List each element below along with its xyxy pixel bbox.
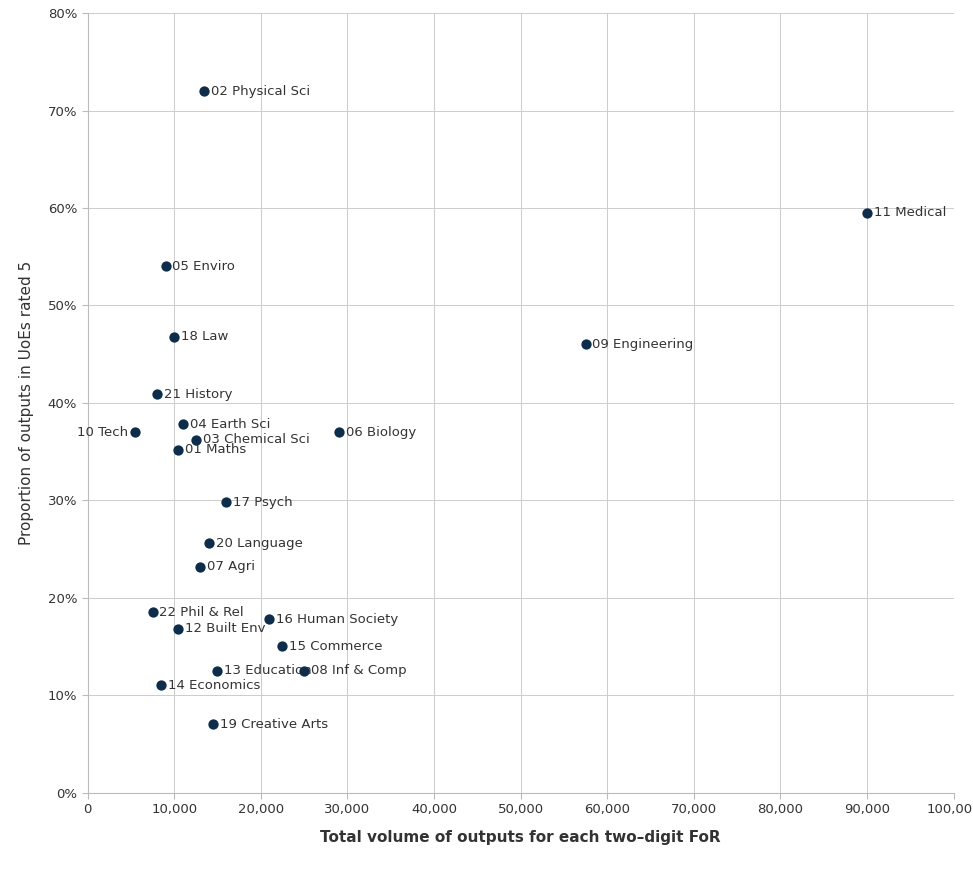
Point bbox=[170, 622, 186, 636]
X-axis label: Total volume of outputs for each two–digit FoR: Total volume of outputs for each two–dig… bbox=[320, 830, 721, 845]
Text: 06 Biology: 06 Biology bbox=[345, 426, 415, 439]
Point bbox=[201, 537, 217, 550]
Point bbox=[262, 612, 277, 626]
Point bbox=[859, 206, 875, 219]
Text: 04 Earth Sci: 04 Earth Sci bbox=[190, 418, 270, 431]
Point bbox=[158, 260, 173, 273]
Point bbox=[149, 387, 164, 401]
Text: 12 Built Env: 12 Built Env bbox=[186, 623, 266, 636]
Y-axis label: Proportion of outputs in UoEs rated 5: Proportion of outputs in UoEs rated 5 bbox=[18, 260, 34, 545]
Point bbox=[210, 664, 226, 678]
Point bbox=[218, 496, 234, 510]
Text: 10 Tech: 10 Tech bbox=[77, 426, 128, 439]
Text: 03 Chemical Sci: 03 Chemical Sci bbox=[202, 434, 309, 446]
Text: 15 Commerce: 15 Commerce bbox=[289, 640, 382, 653]
Point bbox=[145, 605, 161, 619]
Point bbox=[193, 559, 208, 573]
Point bbox=[578, 337, 594, 351]
Point bbox=[175, 417, 191, 431]
Text: 08 Inf & Comp: 08 Inf & Comp bbox=[311, 665, 407, 678]
Point bbox=[154, 679, 169, 692]
Text: 22 Phil & Rel: 22 Phil & Rel bbox=[160, 606, 244, 618]
Text: 07 Agri: 07 Agri bbox=[207, 560, 255, 573]
Point bbox=[296, 664, 311, 678]
Point bbox=[197, 84, 212, 98]
Point bbox=[127, 425, 143, 439]
Text: 11 Medical: 11 Medical bbox=[874, 206, 947, 219]
Point bbox=[274, 639, 290, 653]
Text: 21 History: 21 History bbox=[163, 388, 233, 401]
Point bbox=[331, 425, 346, 439]
Text: 17 Psych: 17 Psych bbox=[234, 496, 293, 509]
Point bbox=[205, 718, 221, 732]
Text: 05 Enviro: 05 Enviro bbox=[172, 260, 235, 273]
Text: 18 Law: 18 Law bbox=[181, 330, 229, 343]
Text: 16 Human Society: 16 Human Society bbox=[276, 612, 399, 625]
Text: 14 Economics: 14 Economics bbox=[168, 679, 261, 692]
Text: 09 Engineering: 09 Engineering bbox=[593, 338, 694, 351]
Text: 19 Creative Arts: 19 Creative Arts bbox=[220, 718, 328, 731]
Point bbox=[170, 442, 186, 456]
Text: 13 Education: 13 Education bbox=[225, 665, 312, 678]
Text: 01 Maths: 01 Maths bbox=[186, 443, 247, 456]
Point bbox=[188, 433, 203, 447]
Text: 20 Language: 20 Language bbox=[216, 537, 303, 550]
Text: 02 Physical Sci: 02 Physical Sci bbox=[211, 84, 310, 98]
Point bbox=[166, 329, 182, 343]
